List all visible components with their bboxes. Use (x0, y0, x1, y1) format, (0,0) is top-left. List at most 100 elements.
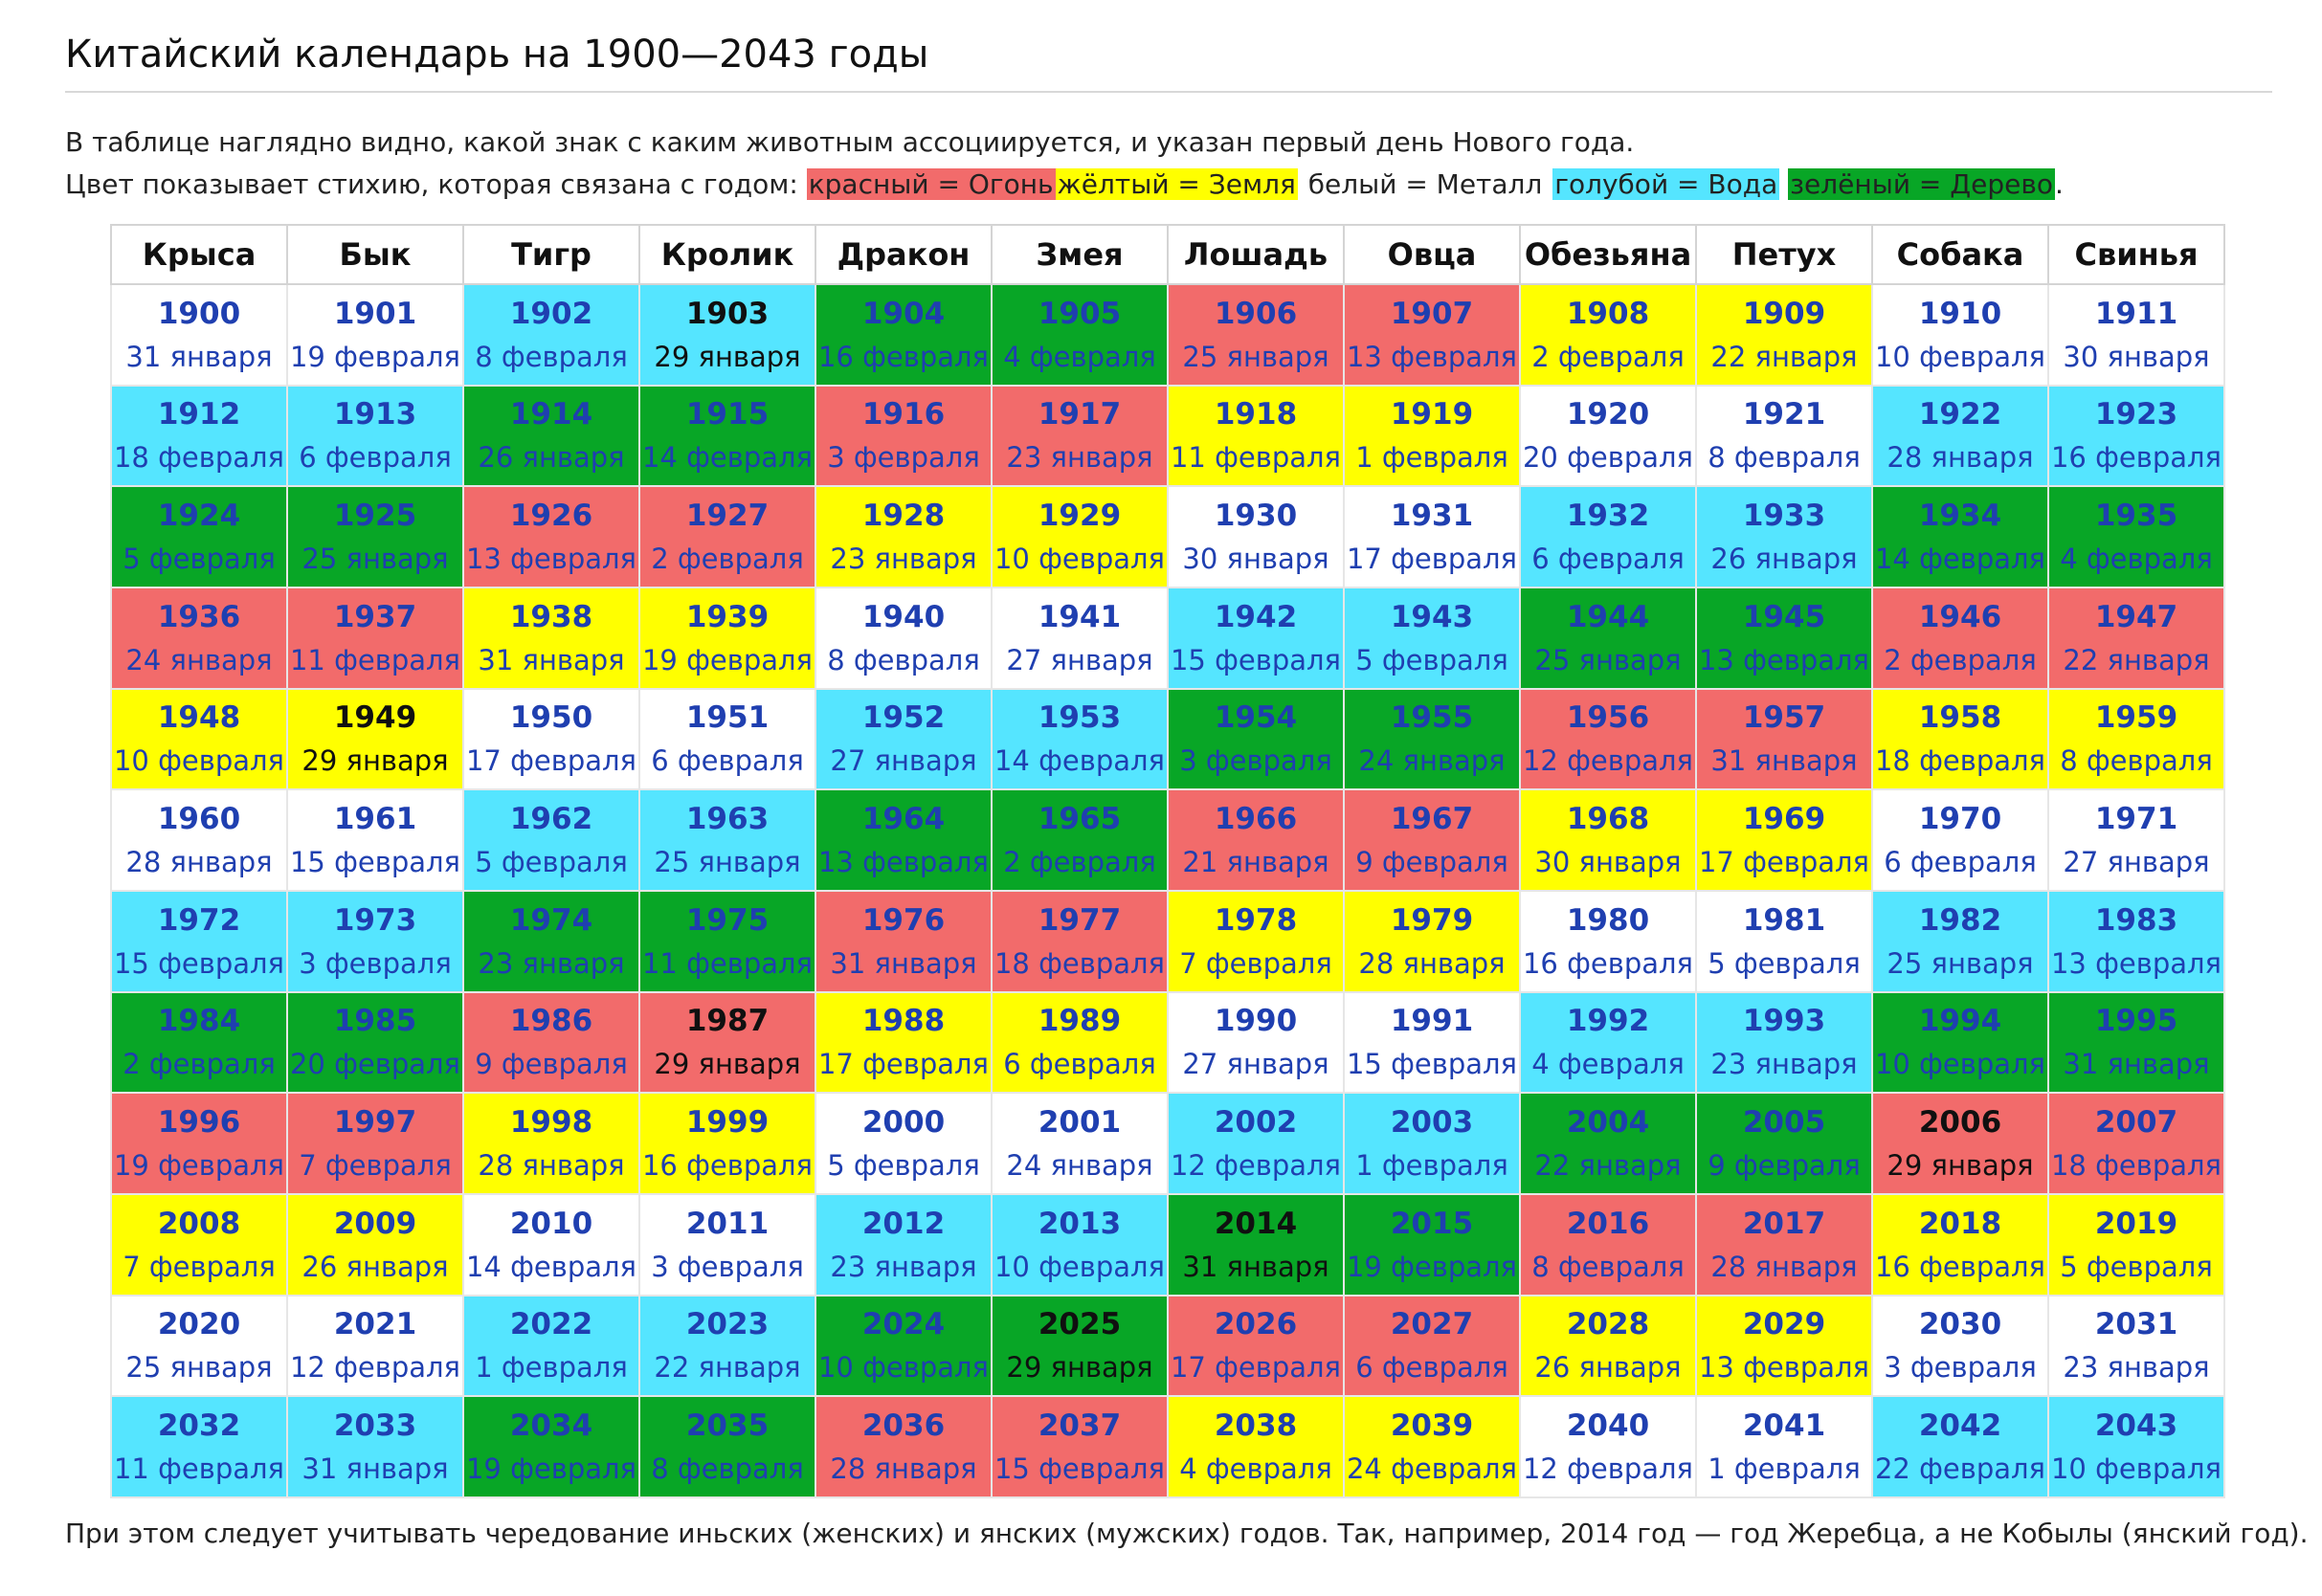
new-year-date-link[interactable]: 26 января (1534, 1351, 1682, 1385)
new-year-date-link[interactable]: 4 февраля (1531, 1048, 1685, 1081)
new-year-date-link[interactable]: 14 февраля (465, 1250, 636, 1283)
year-link[interactable]: 2001 (1038, 1105, 1122, 1141)
year-link[interactable]: 2041 (1742, 1408, 1826, 1444)
new-year-date-link[interactable]: 3 февраля (651, 1250, 804, 1283)
year-link[interactable]: 1903 (685, 296, 770, 331)
year-link[interactable]: 2006 (1918, 1105, 2002, 1141)
year-link[interactable]: 1948 (157, 700, 241, 736)
year-link[interactable]: 1905 (1038, 296, 1122, 331)
year-link[interactable]: 1960 (157, 802, 241, 837)
year-link[interactable]: 1978 (1214, 902, 1298, 938)
new-year-date-link[interactable]: 15 февраля (994, 1452, 1165, 1486)
new-year-date-link[interactable]: 22 февраля (1874, 1452, 2045, 1486)
year-link[interactable]: 1977 (1038, 902, 1122, 938)
year-link[interactable]: 1996 (157, 1105, 241, 1141)
year-link[interactable]: 2013 (1038, 1206, 1122, 1241)
new-year-date-link[interactable]: 26 января (1710, 543, 1858, 576)
year-link[interactable]: 1962 (509, 802, 593, 837)
new-year-date-link[interactable]: 29 января (654, 340, 801, 373)
year-link[interactable]: 2017 (1742, 1206, 1826, 1241)
year-link[interactable]: 2002 (1214, 1105, 1298, 1141)
new-year-date-link[interactable]: 19 февраля (113, 1149, 284, 1183)
year-link[interactable]: 2028 (1566, 1307, 1650, 1342)
new-year-date-link[interactable]: 15 февраля (113, 946, 284, 980)
year-link[interactable]: 2040 (1566, 1408, 1650, 1444)
year-link[interactable]: 1954 (1214, 700, 1298, 736)
new-year-date-link[interactable]: 2 февраля (1531, 340, 1685, 373)
year-link[interactable]: 1976 (861, 902, 946, 938)
year-link[interactable]: 1926 (509, 499, 593, 534)
new-year-date-link[interactable]: 7 февраля (123, 1250, 276, 1283)
year-link[interactable]: 2003 (1390, 1105, 1474, 1141)
year-link[interactable]: 1974 (509, 902, 593, 938)
year-link[interactable]: 1923 (2094, 397, 2178, 432)
year-link[interactable]: 2034 (509, 1408, 593, 1444)
year-link[interactable]: 2000 (861, 1105, 946, 1141)
new-year-date-link[interactable]: 18 февраля (1874, 744, 2045, 778)
new-year-date-link[interactable]: 10 февраля (994, 1250, 1165, 1283)
new-year-date-link[interactable]: 7 февраля (299, 1149, 452, 1183)
new-year-date-link[interactable]: 6 февраля (1884, 846, 2037, 879)
new-year-date-link[interactable]: 10 февраля (994, 543, 1165, 576)
year-link[interactable]: 2005 (1742, 1105, 1826, 1141)
new-year-date-link[interactable]: 8 февраля (2060, 744, 2213, 778)
new-year-date-link[interactable]: 1 февраля (1355, 441, 1508, 475)
year-link[interactable]: 1979 (1390, 902, 1474, 938)
year-link[interactable]: 1917 (1038, 397, 1122, 432)
new-year-date-link[interactable]: 31 января (2063, 1048, 2210, 1081)
year-link[interactable]: 2024 (861, 1307, 946, 1342)
new-year-date-link[interactable]: 23 января (830, 543, 977, 576)
new-year-date-link[interactable]: 25 января (1182, 340, 1329, 373)
new-year-date-link[interactable]: 6 февраля (1531, 543, 1685, 576)
year-link[interactable]: 1966 (1214, 802, 1298, 837)
new-year-date-link[interactable]: 13 февраля (1346, 340, 1517, 373)
year-link[interactable]: 2011 (685, 1206, 770, 1241)
new-year-date-link[interactable]: 23 января (1006, 441, 1153, 475)
year-link[interactable]: 1906 (1214, 296, 1298, 331)
year-link[interactable]: 1914 (509, 397, 593, 432)
new-year-date-link[interactable]: 20 февраля (289, 1048, 460, 1081)
new-year-date-link[interactable]: 14 февраля (994, 744, 1165, 778)
year-link[interactable]: 1929 (1038, 499, 1122, 534)
year-link[interactable]: 2016 (1566, 1206, 1650, 1241)
new-year-date-link[interactable]: 19 февраля (1346, 1250, 1517, 1283)
year-link[interactable]: 2031 (2094, 1307, 2178, 1342)
new-year-date-link[interactable]: 23 января (1710, 1048, 1858, 1081)
year-link[interactable]: 1943 (1390, 599, 1474, 634)
year-link[interactable]: 1983 (2094, 902, 2178, 938)
year-link[interactable]: 2020 (157, 1307, 241, 1342)
year-link[interactable]: 1947 (2094, 599, 2178, 634)
new-year-date-link[interactable]: 8 февраля (1531, 1250, 1685, 1283)
new-year-date-link[interactable]: 13 февраля (1698, 643, 1869, 676)
year-link[interactable]: 1946 (1918, 599, 2002, 634)
year-link[interactable]: 1989 (1038, 1004, 1122, 1039)
new-year-date-link[interactable]: 28 января (478, 1149, 625, 1183)
new-year-date-link[interactable]: 14 февраля (1874, 543, 2045, 576)
new-year-date-link[interactable]: 11 февраля (113, 1452, 284, 1486)
year-link[interactable]: 2015 (1390, 1206, 1474, 1241)
new-year-date-link[interactable]: 16 февраля (2050, 441, 2222, 475)
year-link[interactable]: 1944 (1566, 599, 1650, 634)
new-year-date-link[interactable]: 26 января (478, 441, 625, 475)
year-link[interactable]: 2033 (333, 1408, 417, 1444)
new-year-date-link[interactable]: 18 февраля (994, 946, 1165, 980)
new-year-date-link[interactable]: 8 февраля (827, 643, 980, 676)
new-year-date-link[interactable]: 5 февраля (1708, 946, 1861, 980)
year-link[interactable]: 1909 (1742, 296, 1826, 331)
new-year-date-link[interactable]: 16 февраля (817, 340, 989, 373)
year-link[interactable]: 1952 (861, 700, 946, 736)
year-link[interactable]: 2008 (157, 1206, 241, 1241)
new-year-date-link[interactable]: 24 января (125, 643, 273, 676)
year-link[interactable]: 1931 (1390, 499, 1474, 534)
year-link[interactable]: 1980 (1566, 902, 1650, 938)
new-year-date-link[interactable]: 5 февраля (475, 846, 628, 879)
year-link[interactable]: 1994 (1918, 1004, 2002, 1039)
new-year-date-link[interactable]: 28 января (1887, 441, 2034, 475)
year-link[interactable]: 1920 (1566, 397, 1650, 432)
year-link[interactable]: 1984 (157, 1004, 241, 1039)
new-year-date-link[interactable]: 6 февраля (1355, 1351, 1508, 1385)
year-link[interactable]: 1911 (2094, 296, 2178, 331)
year-link[interactable]: 1971 (2094, 802, 2178, 837)
year-link[interactable]: 1938 (509, 599, 593, 634)
new-year-date-link[interactable]: 2 февраля (123, 1048, 276, 1081)
